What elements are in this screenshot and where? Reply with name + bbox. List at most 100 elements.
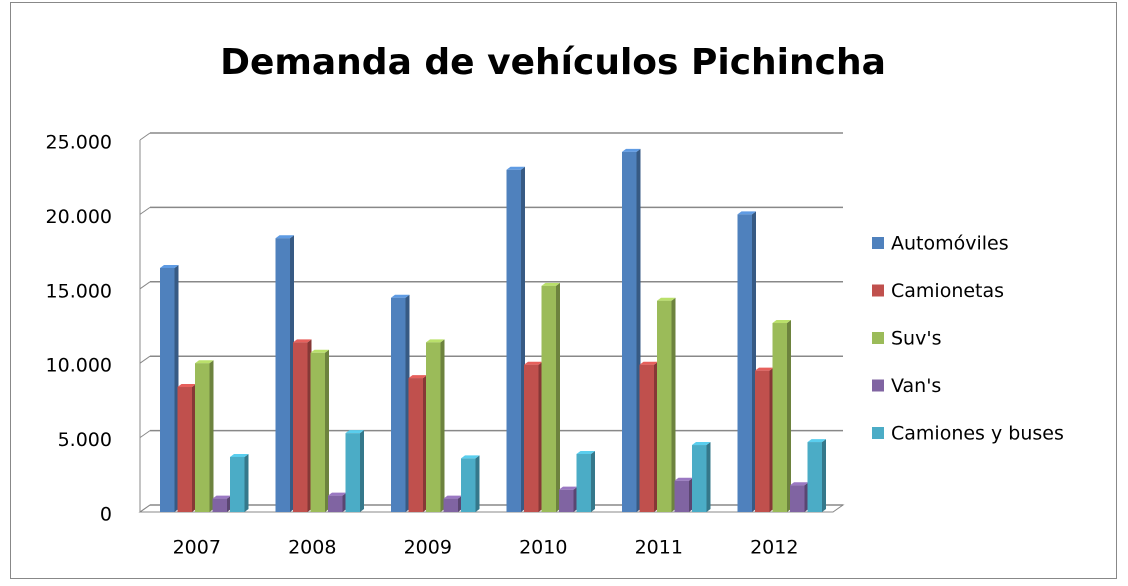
grid-line	[139, 281, 151, 290]
bar	[195, 363, 210, 512]
bar-top	[443, 495, 462, 499]
bar-top	[737, 211, 756, 215]
bar-top	[755, 367, 774, 371]
bar-side	[671, 297, 676, 512]
bar-top	[195, 360, 214, 364]
bar-side	[822, 439, 826, 512]
bar	[622, 151, 637, 513]
bar-top	[807, 439, 826, 443]
bar-top	[212, 495, 231, 499]
chart-title: Demanda de vehículos Pichincha	[220, 42, 886, 83]
bar	[230, 456, 245, 512]
y-tick-label: 15.000	[46, 280, 112, 302]
bar-top	[576, 450, 595, 454]
bar	[657, 300, 672, 512]
bar-side	[360, 430, 364, 512]
bar-side	[591, 450, 595, 512]
bar-top	[674, 477, 693, 481]
legend-label: Camiones y buses	[891, 423, 1064, 445]
bar	[443, 498, 458, 512]
grid-line	[139, 504, 151, 513]
grid-line	[139, 206, 151, 215]
legend-swatch	[872, 284, 884, 297]
legend-label: Suv's	[891, 328, 941, 350]
bar-top	[328, 492, 347, 496]
bar-top	[692, 442, 711, 446]
legend-swatch	[872, 427, 884, 439]
legend-swatch	[872, 332, 884, 344]
bar	[310, 352, 325, 512]
bar	[639, 364, 654, 512]
bar-top	[559, 486, 578, 490]
x-tick-label: 2008	[288, 537, 336, 559]
x-tick-label: 2009	[404, 537, 452, 559]
bar	[212, 498, 227, 512]
bar-top	[461, 455, 480, 459]
y-tick-label: 10.000	[46, 355, 112, 377]
bar-top	[230, 453, 249, 457]
bar	[275, 238, 290, 512]
legend-label: Van's	[891, 375, 941, 397]
bar-top	[622, 148, 641, 152]
x-tick-label: 2011	[635, 537, 683, 559]
y-tick-label: 20.000	[46, 206, 112, 228]
bar-top	[160, 264, 179, 268]
bar-top	[772, 320, 791, 324]
bar-top	[275, 235, 294, 239]
y-tick-label: 25.000	[46, 132, 112, 154]
bar	[328, 495, 343, 512]
bar	[807, 442, 822, 512]
bar	[541, 285, 556, 512]
legend-label: Camionetas	[891, 280, 1004, 302]
bar-side	[556, 282, 560, 512]
bar-side	[244, 453, 249, 512]
bar	[737, 214, 752, 512]
bar-top	[426, 339, 445, 343]
bar	[461, 458, 476, 512]
y-tick-label: 5.000	[58, 429, 112, 451]
bar-top	[310, 349, 329, 353]
bar-top	[345, 430, 364, 434]
bar-side	[787, 320, 791, 512]
x-tick-label: 2012	[750, 537, 798, 559]
legend-label: Automóviles	[891, 233, 1009, 255]
bar-top	[293, 339, 312, 343]
y-tick-label: 0	[100, 504, 112, 526]
bar	[293, 342, 308, 512]
bar	[345, 433, 360, 512]
bar-top	[506, 166, 525, 170]
bar	[772, 323, 787, 512]
bar-top	[639, 361, 658, 365]
bar	[160, 267, 175, 512]
bar-top	[524, 361, 543, 365]
bar-top	[408, 375, 427, 379]
bar	[506, 169, 521, 512]
bar	[692, 445, 707, 512]
x-tick-label: 2007	[173, 537, 221, 559]
legend-swatch	[872, 237, 884, 249]
bar	[391, 297, 406, 512]
grid-line	[139, 430, 151, 439]
bar-side	[209, 360, 214, 512]
bar	[408, 378, 423, 512]
bar-side	[325, 349, 329, 512]
x-tick-label: 2010	[519, 537, 567, 559]
bar	[426, 342, 441, 512]
legend-swatch	[872, 379, 884, 392]
bar	[674, 480, 689, 512]
bar	[559, 489, 574, 512]
bar	[177, 387, 192, 512]
bar-side	[706, 442, 711, 512]
bar-top	[541, 282, 560, 286]
bar-top	[657, 297, 676, 301]
bar	[576, 453, 591, 512]
bar-side	[475, 455, 480, 512]
bar-top	[177, 384, 196, 388]
bar	[524, 364, 539, 512]
bar	[755, 370, 770, 512]
bar	[790, 485, 805, 512]
grid-line	[139, 355, 151, 364]
bar-top	[790, 482, 809, 486]
bar-side	[440, 339, 445, 512]
